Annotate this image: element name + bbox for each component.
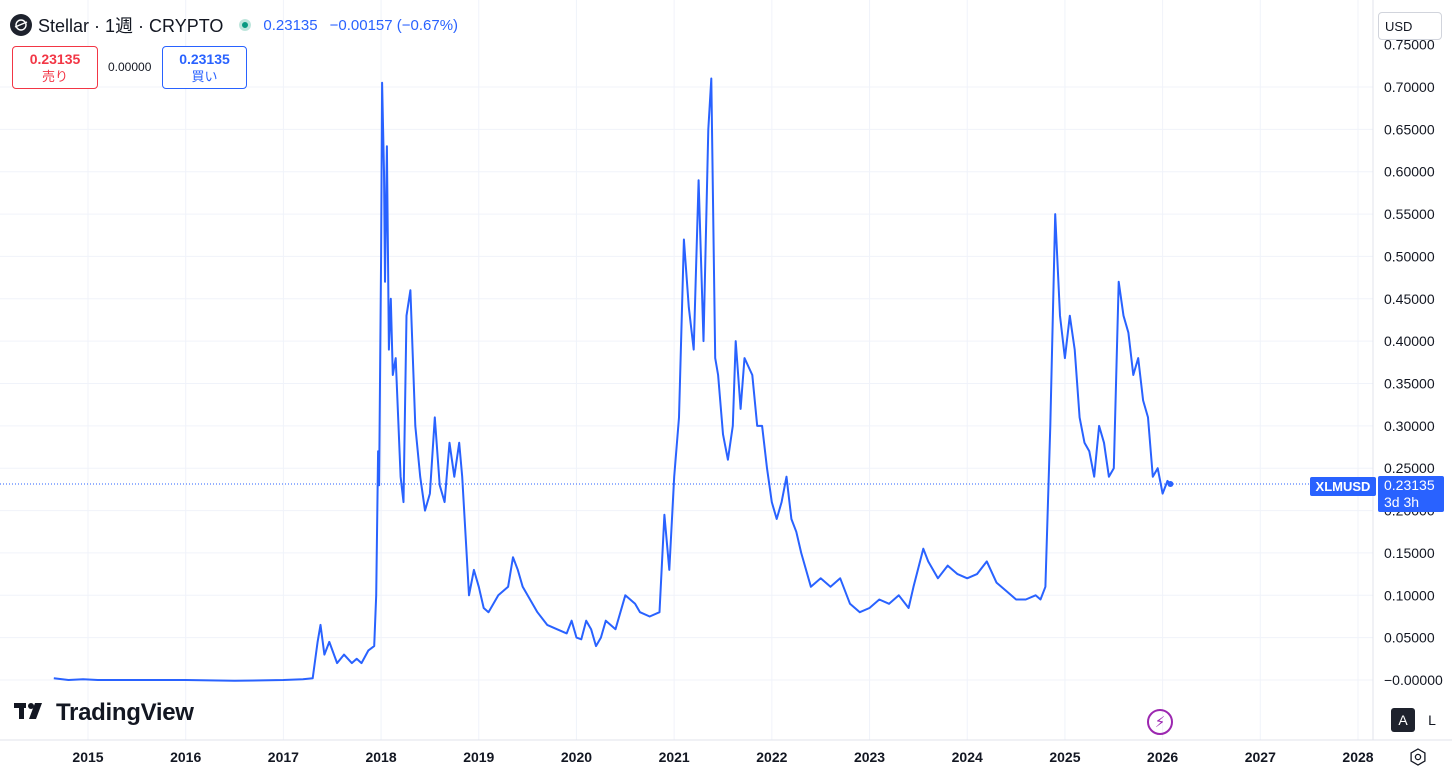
time-tick-label: 2019	[463, 749, 494, 765]
time-tick-label: 2015	[72, 749, 103, 765]
symbol-legend[interactable]: Stellar · 1週 · CRYPTO 0.23135 −0.00157 (…	[10, 12, 458, 38]
time-axis[interactable]: 2015 2016 2017 2018 2019 2020 2021 2022 2023 2024…	[72, 749, 1373, 765]
time-tick-label: 2025	[1049, 749, 1080, 765]
price-axis[interactable]: 0.70000 0.65000 0.60000 0.55000 0.50000 0.450…	[1384, 37, 1443, 688]
grid-lines	[0, 0, 1373, 740]
time-tick-label: 2022	[756, 749, 787, 765]
price-tick-label: 0.15000	[1384, 545, 1435, 561]
last-price-dot	[1167, 481, 1174, 488]
price-tick-label: 0.25000	[1384, 460, 1435, 476]
price-tick-label: 0.50000	[1384, 248, 1435, 264]
sell-label: 売り	[41, 68, 68, 84]
price-tick-label: 0.10000	[1384, 587, 1435, 603]
time-tick-label: 2017	[268, 749, 299, 765]
price-tick-label: 0.40000	[1384, 333, 1435, 349]
price-tick-label: −0.00000	[1384, 672, 1443, 688]
symbol-title[interactable]: Stellar · 1週 · CRYPTO	[38, 16, 224, 36]
sell-price: 0.23135	[29, 50, 81, 67]
gear-icon[interactable]	[1405, 744, 1431, 770]
flash-icon[interactable]: ⚡	[1147, 709, 1173, 735]
time-tick-label: 2018	[365, 749, 396, 765]
auto-scale-button[interactable]: A	[1391, 708, 1415, 732]
time-tick-label: 2027	[1245, 749, 1276, 765]
time-tick-label: 2028	[1342, 749, 1373, 765]
tradingview-logo-text: TradingView	[56, 699, 194, 726]
price-series-line[interactable]	[53, 77, 1172, 682]
currency-selector[interactable]: USD	[1378, 12, 1442, 40]
buy-price: 0.23135	[179, 50, 230, 67]
price-tick-label: 0.65000	[1384, 121, 1435, 137]
sell-button[interactable]: 0.23135 売り	[12, 46, 98, 89]
time-tick-label: 2021	[659, 749, 690, 765]
market-status-icon[interactable]	[239, 19, 252, 31]
time-tick-label: 2024	[952, 749, 983, 765]
spread-value: 0.00000	[108, 60, 152, 74]
tradingview-logo-icon	[14, 701, 48, 726]
buy-label: 買い	[191, 68, 218, 84]
price-tick-label: 0.05000	[1384, 630, 1435, 646]
time-tick-label: 2020	[561, 749, 592, 765]
last-price: 0.23135	[263, 16, 318, 34]
stellar-logo-icon	[10, 14, 32, 36]
time-tick-label: 2016	[170, 749, 201, 765]
time-tick-label: 2023	[854, 749, 885, 765]
price-tick-label: 0.75000	[1384, 37, 1435, 53]
last-price-label: 0.23135 3d 3h	[1378, 476, 1444, 512]
price-tick-label: 0.35000	[1384, 376, 1435, 392]
buy-button[interactable]: 0.23135 買い	[162, 46, 247, 89]
symbol-price-label: XLMUSD	[1310, 477, 1376, 496]
price-tick-label: 0.30000	[1384, 418, 1435, 434]
price-change: −0.00157 (−0.67%)	[329, 16, 459, 34]
price-tick-label: 0.60000	[1384, 164, 1435, 180]
price-tick-label: 0.45000	[1384, 291, 1435, 307]
bar-countdown: 3d 3h	[1384, 494, 1420, 510]
log-scale-button[interactable]: L	[1428, 712, 1436, 728]
price-tick-label: 0.55000	[1384, 206, 1435, 222]
tradingview-logo[interactable]: TradingView	[14, 699, 194, 726]
time-tick-label: 2026	[1147, 749, 1178, 765]
price-label-value: 0.23135	[1384, 477, 1435, 493]
price-tick-label: 0.70000	[1384, 79, 1435, 95]
